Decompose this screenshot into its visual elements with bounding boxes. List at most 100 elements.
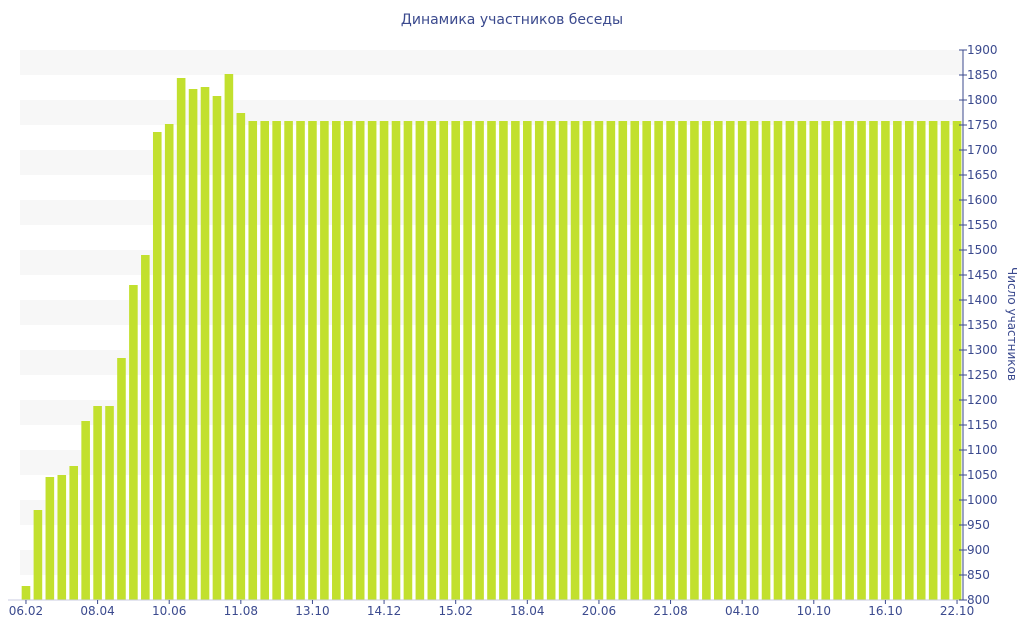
y-tick-label: 1850 (967, 68, 998, 82)
x-tick-label: 16.10 (868, 604, 902, 618)
bar (451, 121, 460, 600)
bar (534, 121, 544, 600)
bar (749, 121, 759, 600)
bar (93, 406, 102, 600)
bar (642, 121, 651, 600)
bar (845, 121, 854, 600)
x-tick-label: 14.12 (367, 604, 401, 618)
bar (881, 121, 890, 600)
x-tick-label: 13.10 (295, 604, 329, 618)
bar (714, 121, 723, 600)
y-axis-label: Число участников (1005, 267, 1019, 381)
bar (152, 132, 162, 600)
bar (523, 121, 532, 600)
bar (69, 466, 79, 600)
x-tick-label: 10.10 (797, 604, 831, 618)
bar (403, 121, 413, 600)
x-tick-label: 18.04 (510, 604, 544, 618)
bar (164, 124, 174, 600)
bar (654, 121, 663, 600)
bar (343, 121, 353, 600)
y-tick-label: 1750 (967, 118, 998, 132)
grid-band (20, 50, 963, 75)
bar (355, 121, 365, 600)
bar (224, 74, 234, 600)
bar (236, 113, 246, 600)
bar (141, 255, 150, 600)
bar (284, 121, 293, 600)
bar (678, 121, 687, 600)
bar (952, 121, 962, 600)
y-tick-label: 1550 (967, 218, 998, 232)
bar (439, 121, 449, 600)
y-tick-label: 1350 (967, 318, 998, 332)
bar (690, 121, 699, 600)
y-tick-label: 1500 (967, 243, 998, 257)
bar (511, 121, 520, 600)
y-tick-label: 1600 (967, 193, 998, 207)
x-tick-label: 06.02 (9, 604, 43, 618)
x-tick-label: 11.08 (224, 604, 258, 618)
y-tick-label: 1250 (967, 368, 998, 382)
y-tick-label: 1900 (967, 43, 998, 57)
bar (248, 121, 258, 600)
x-tick-label: 21.08 (653, 604, 687, 618)
y-tick-label: 1100 (967, 443, 998, 457)
chart-title: Динамика участников беседы (400, 12, 624, 28)
bar (630, 121, 640, 600)
bar (499, 121, 508, 600)
bar (415, 121, 425, 600)
bar (260, 121, 269, 600)
bar (212, 96, 222, 600)
y-tick-label: 1700 (967, 143, 998, 157)
bar (928, 121, 938, 600)
y-tick-label: 1650 (967, 168, 998, 182)
bar (57, 475, 67, 600)
y-tick-label: 850 (967, 568, 990, 582)
x-tick-label: 20.06 (582, 604, 616, 618)
bar (666, 121, 675, 600)
bar (546, 121, 556, 600)
x-tick-label: 15.02 (439, 604, 473, 618)
y-tick-label: 1150 (967, 418, 998, 432)
bar (176, 78, 186, 600)
bar (737, 121, 747, 600)
bar (869, 121, 878, 600)
bar (558, 121, 568, 600)
y-tick-label: 1400 (967, 293, 998, 307)
bar (21, 586, 31, 600)
bar (916, 121, 926, 600)
y-tick-label: 1800 (967, 93, 998, 107)
y-tick-label: 1450 (967, 268, 998, 282)
y-tick-label: 1000 (967, 493, 998, 507)
x-tick-label: 10.06 (152, 604, 186, 618)
bar (893, 121, 902, 600)
bar (833, 121, 842, 600)
bar (427, 121, 437, 600)
bar (308, 121, 317, 600)
bar (391, 121, 401, 600)
bar (582, 121, 592, 600)
bar (618, 121, 628, 600)
bar (296, 121, 305, 600)
bar (463, 121, 472, 600)
bar (105, 406, 114, 600)
bar (45, 477, 55, 600)
y-tick-label: 1050 (967, 468, 998, 482)
bar (33, 510, 43, 600)
bar (606, 121, 616, 600)
bar (785, 121, 795, 600)
bar (594, 121, 604, 600)
y-tick-label: 1300 (967, 343, 998, 357)
bar (475, 121, 484, 600)
bar (320, 121, 329, 600)
bar (940, 121, 950, 600)
bar (117, 358, 126, 600)
bar (129, 285, 138, 600)
bar (570, 121, 580, 600)
bar (332, 121, 341, 600)
bar (904, 121, 914, 600)
y-tick-label: 800 (967, 593, 990, 607)
y-tick-label: 950 (967, 518, 990, 532)
bar (857, 121, 866, 600)
